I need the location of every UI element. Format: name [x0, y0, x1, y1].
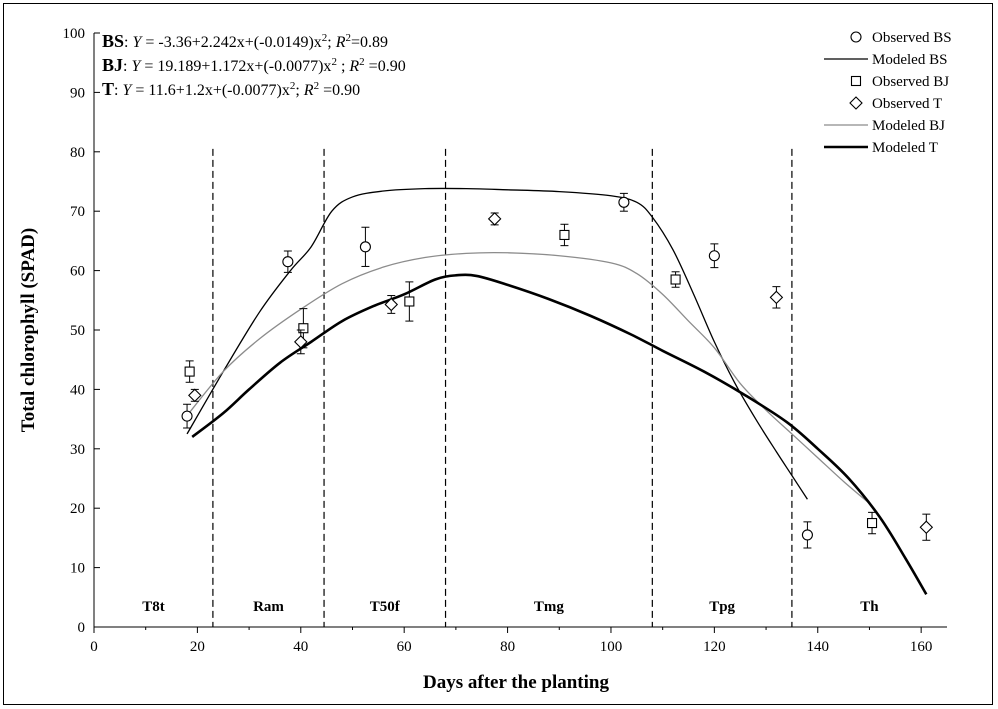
- legend-label: Modeled BS: [872, 52, 947, 68]
- line-modeled-bj: [187, 253, 869, 504]
- equations: BS: Y = -3.36+2.242x+(-0.0149)x2; R2=0.8…: [102, 31, 406, 99]
- point-observed-t: [920, 521, 932, 533]
- axes: 0 10 20 30 40 50 60 70 80 90 100 0 20 40 60 80 100 120 140…: [63, 26, 948, 655]
- legend-marker: [852, 77, 861, 86]
- y-tick-label: 100: [63, 26, 86, 42]
- line-modeled-t: [192, 275, 926, 594]
- y-tick-label: 50: [70, 323, 85, 339]
- legend-label: Modeled BJ: [872, 118, 945, 134]
- y-axis-label: Total chlorophyll (SPAD): [18, 228, 39, 432]
- point-observed-bs: [709, 251, 719, 261]
- y-tick-label: 30: [70, 442, 85, 458]
- point-observed-bj: [560, 230, 569, 239]
- stage-boundaries: T8t Ram T50f Tmg Tpg Th: [142, 149, 879, 627]
- equation-bs: BS: Y = -3.36+2.242x+(-0.0149)x2; R2=0.8…: [102, 31, 388, 51]
- point-observed-t: [770, 291, 782, 303]
- point-observed-bj: [671, 275, 680, 284]
- legend-marker: [851, 32, 861, 42]
- point-observed-bs: [802, 530, 812, 540]
- legend-label: Observed BS: [872, 30, 952, 46]
- legend-label: Observed BJ: [872, 74, 949, 90]
- point-observed-bj: [868, 519, 877, 528]
- point-observed-bs: [619, 197, 629, 207]
- x-tick-label: 140: [807, 639, 830, 655]
- x-tick-label: 120: [703, 639, 726, 655]
- y-tick-label: 20: [70, 501, 85, 517]
- stage-label: Th: [860, 599, 879, 615]
- stage-label: Tpg: [709, 599, 735, 615]
- x-tick-label: 80: [500, 639, 515, 655]
- x-tick-label: 20: [190, 639, 205, 655]
- point-observed-bj: [405, 297, 414, 306]
- x-tick-label: 160: [910, 639, 933, 655]
- y-tick-label: 0: [78, 620, 86, 636]
- point-observed-t: [489, 213, 501, 225]
- y-tick-label: 90: [70, 85, 85, 101]
- x-axis-label: Days after the planting: [423, 672, 609, 693]
- stage-label: Tmg: [534, 599, 565, 615]
- stage-label: Ram: [253, 599, 284, 615]
- legend-label: Modeled T: [872, 140, 938, 156]
- model-lines: [187, 188, 926, 594]
- y-tick-label: 60: [70, 264, 85, 280]
- point-observed-bj: [299, 324, 308, 333]
- y-tick-label: 70: [70, 204, 85, 220]
- x-tick-label: 100: [600, 639, 623, 655]
- line-modeled-bs: [187, 188, 807, 499]
- legend-label: Observed T: [872, 96, 942, 112]
- y-tick-label: 10: [70, 561, 85, 577]
- observed-points: [182, 193, 932, 548]
- stage-label: T50f: [370, 599, 401, 615]
- y-tick-label: 40: [70, 382, 85, 398]
- y-tick-label: 80: [70, 145, 85, 161]
- equation-t: T: Y = 11.6+1.2x+(-0.0077)x2; R2 =0.90: [102, 79, 360, 99]
- point-observed-bs: [182, 411, 192, 421]
- x-tick-label: 60: [397, 639, 412, 655]
- equation-bj: BJ: Y = 19.189+1.172x+(-0.0077)x2 ; R2 =…: [102, 55, 406, 75]
- point-observed-bs: [283, 257, 293, 267]
- legend-marker: [850, 97, 862, 109]
- stage-label: T8t: [142, 599, 165, 615]
- point-observed-bj: [185, 367, 194, 376]
- x-tick-label: 0: [90, 639, 98, 655]
- legend: Observed BS Modeled BS Observed BJ Observed…: [824, 30, 952, 156]
- x-tick-label: 40: [293, 639, 308, 655]
- point-observed-bs: [360, 242, 370, 252]
